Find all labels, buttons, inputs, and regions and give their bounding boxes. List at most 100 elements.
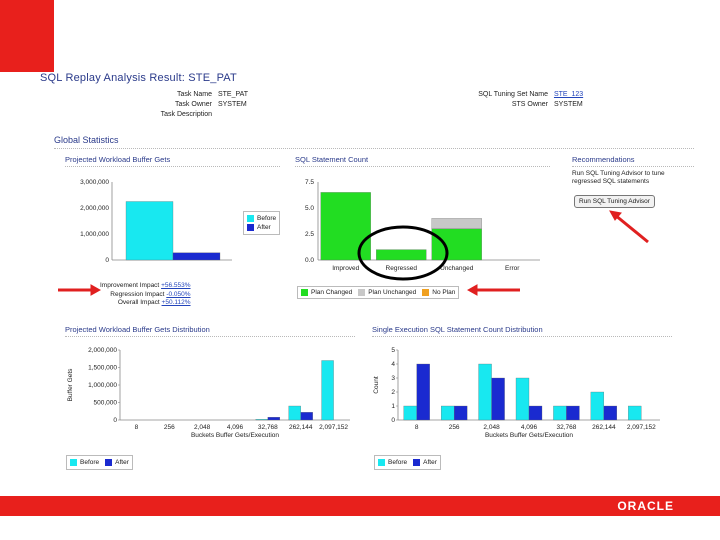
- p3-before-swatch: [70, 459, 77, 466]
- legend-no-plan-label: No Plan: [432, 289, 456, 296]
- task-desc-label: Task Description: [160, 111, 212, 118]
- arrow-impact: [58, 284, 102, 296]
- section-divider: [54, 148, 694, 149]
- x-axis-label: Buckets Buffer Gets/Execution: [485, 432, 573, 439]
- legend-after-label: After: [257, 224, 271, 231]
- sts-owner-label: STS Owner: [511, 101, 548, 108]
- x-axis-label: Buckets Buffer Gets/Execution: [191, 432, 279, 439]
- bar-after-4: [566, 405, 580, 421]
- panel1-legend: Before After: [243, 211, 281, 235]
- task-owner-label: Task Owner: [175, 101, 212, 108]
- p3-legend-after: After: [105, 458, 129, 467]
- recommendations-divider: [572, 166, 694, 167]
- panel1-chart: 0 1,000,000 2,000,000 3,000,000: [80, 179, 232, 264]
- x-tick-label: 32,768: [258, 424, 278, 431]
- bar-before-3: [515, 377, 530, 421]
- task-name-value: STE_PAT: [217, 91, 249, 98]
- sts-name-link[interactable]: STE_123: [553, 91, 584, 98]
- panel1-title: Projected Workload Buffer Gets: [65, 155, 171, 164]
- legend-no-plan: No Plan: [422, 288, 455, 297]
- bar-plan-unchanged-2: [431, 218, 482, 229]
- y-tick-label: 0: [113, 417, 117, 424]
- overall-impact-link[interactable]: +50.112%: [161, 299, 191, 306]
- y-tick-label: 1: [391, 403, 395, 410]
- impact-list: Improvement Impact +56.553% Regression I…: [100, 282, 191, 308]
- y-tick-label: 3: [391, 375, 395, 382]
- task-name-label: Task Name: [176, 91, 212, 98]
- recommendations-title: Recommendations: [572, 155, 635, 164]
- panel4-chart: 0 1 2 3 4 5 8 256 2,048 4,096 32,768 262,144 2,097,1…: [373, 347, 660, 439]
- bar-before-2: [478, 363, 492, 421]
- regression-impact-link[interactable]: -0.050%: [166, 290, 191, 298]
- x-tick-label: 256: [449, 424, 460, 431]
- sts-owner-value: SYSTEM: [553, 101, 583, 108]
- y-tick-label: 500,000: [94, 400, 118, 407]
- panel3-legend: Before After: [66, 455, 133, 470]
- improvement-impact-link[interactable]: +56.553%: [161, 282, 191, 289]
- panel2-title: SQL Statement Count: [295, 155, 369, 164]
- p3-legend-before-label: Before: [80, 459, 100, 466]
- bar-before-5: [288, 405, 301, 421]
- bar-after: [172, 252, 221, 261]
- p4-after-swatch: [413, 459, 421, 466]
- no-plan-swatch: [422, 289, 430, 296]
- x-tick-label: 2,097,152: [627, 424, 656, 431]
- plan-changed-swatch: [301, 289, 308, 296]
- legend-before-label: Before: [257, 215, 277, 222]
- panel4-legend: Before After: [374, 455, 441, 470]
- x-tick-label: 262,144: [592, 424, 616, 431]
- bar-before-6: [321, 360, 334, 421]
- legend-plan-changed-label: Plan Changed: [311, 289, 353, 296]
- y-tick-label: 5: [391, 347, 395, 354]
- legend-plan-unchanged-label: Plan Unchanged: [368, 289, 417, 296]
- arrow-legend: [466, 284, 520, 296]
- panel1-divider: [65, 166, 280, 167]
- x-tick-label: Regressed: [386, 265, 418, 272]
- recommendations-text: Run SQL Tuning Advisor to tune regressed…: [572, 170, 665, 185]
- run-sql-tuning-advisor-button[interactable]: Run SQL Tuning Advisor: [574, 195, 655, 208]
- x-tick-label: 8: [135, 424, 139, 431]
- p3-after-swatch: [105, 459, 113, 466]
- page-title: SQL Replay Analysis Result: STE_PAT: [40, 72, 237, 84]
- bar-after-4: [267, 417, 281, 421]
- task-owner-value: SYSTEM: [217, 101, 247, 108]
- sts-name-label: SQL Tuning Set Name: [478, 91, 548, 98]
- legend-before: Before: [247, 214, 276, 223]
- task-name-row: Task Name STE_PAT: [150, 91, 248, 98]
- p3-legend-before: Before: [70, 458, 99, 467]
- bar-before-1: [440, 405, 455, 421]
- legend-plan-changed: Plan Changed: [301, 288, 352, 297]
- y-tick-label: 7.5: [305, 179, 314, 186]
- y-tick-label: 1,500,000: [88, 365, 117, 372]
- footer-bar: [0, 496, 720, 516]
- x-tick-label: 32,768: [556, 424, 576, 431]
- arrow-button: [609, 210, 649, 244]
- x-tick-label: 4,096: [521, 424, 538, 431]
- p4-before-swatch: [378, 459, 385, 466]
- x-tick-label: 2,048: [483, 424, 500, 431]
- y-axis-label: Count: [373, 376, 380, 394]
- y-tick-label: 0: [105, 257, 109, 264]
- oracle-logo: ORACLE: [617, 499, 674, 513]
- x-tick-label: 8: [415, 424, 419, 431]
- p4-legend-before-label: Before: [388, 459, 408, 466]
- y-tick-label: 1,000,000: [88, 382, 117, 389]
- bar-after-1: [453, 405, 468, 421]
- panel2-chart: 0.0 2.5 5.0 7.5 Improved Regressed Unchanged Er…: [305, 179, 540, 272]
- y-axis-label: Buffer Gets: [67, 368, 74, 402]
- bar-before-0: [403, 405, 417, 421]
- sts-owner-row: STS Owner SYSTEM: [450, 101, 583, 108]
- bar-after-0: [416, 363, 430, 421]
- panel2-legend: Plan Changed Plan Unchanged No Plan: [297, 286, 460, 299]
- panel4-divider: [372, 336, 672, 337]
- panel3-title: Projected Workload Buffer Gets Distribut…: [65, 325, 210, 334]
- bar-after-2: [491, 377, 505, 421]
- panel3-divider: [65, 336, 355, 337]
- y-tick-label: 3,000,000: [80, 179, 109, 186]
- p4-legend-after: After: [413, 458, 437, 467]
- x-tick-label: Error: [505, 265, 520, 272]
- panel3-chart: 0 500,000 1,000,000 1,500,000 2,000,000 8 256 2…: [67, 347, 350, 439]
- bar-plan-changed-0: [320, 192, 371, 261]
- sts-name-row: SQL Tuning Set Name STE_123: [450, 91, 583, 98]
- improvement-impact-row: Improvement Impact +56.553%: [100, 282, 191, 291]
